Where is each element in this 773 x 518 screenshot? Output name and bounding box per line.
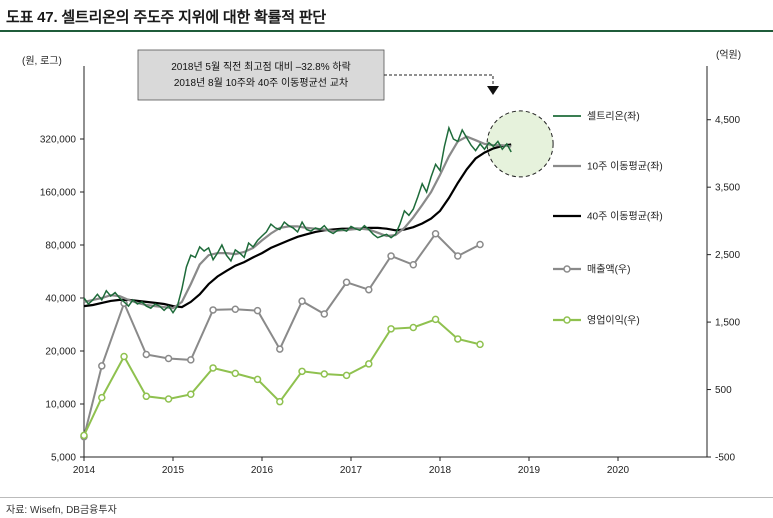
left-tick-label: 10,000 — [45, 400, 76, 411]
op-income-series-point — [187, 390, 195, 399]
x-tick-label: 2019 — [518, 465, 541, 476]
legend-label-revenue: 매출액(우) — [587, 264, 630, 276]
op-income-series-point — [320, 370, 329, 378]
footer-rule — [0, 497, 773, 498]
revenue-series-point — [187, 356, 195, 364]
legend-label-ma40: 40주 이동평균(좌) — [587, 211, 663, 223]
x-tick-label: 2016 — [251, 465, 274, 476]
op-income-series-point — [98, 393, 106, 402]
left-tick-label: 80,000 — [45, 241, 76, 252]
annotation: 2018년 5월 직전 최고점 대비 –32.8% 하락 2018년 8월 10… — [137, 49, 499, 101]
revenue-series-point — [431, 229, 440, 238]
op-income-series-point — [476, 340, 484, 349]
left-tick-label: 40,000 — [45, 294, 76, 305]
right-tick-label: 4,500 — [715, 115, 740, 126]
left-tick-label: 320,000 — [40, 135, 77, 146]
annotation-arrow-icon — [487, 86, 499, 95]
annotation-box — [137, 49, 385, 101]
op-income-series-point — [387, 325, 395, 333]
op-income-series-line — [83, 318, 481, 436]
legend-label-celltrion: 셀트리온(좌) — [587, 111, 640, 123]
revenue-series-point — [209, 306, 217, 314]
title-rule — [0, 30, 773, 32]
revenue-series-point — [342, 278, 351, 287]
revenue-series-point — [365, 285, 373, 294]
x-tick-label: 2020 — [607, 465, 630, 476]
left-axis-unit: (원, 로그) — [22, 55, 62, 67]
annotation-line2: 2018년 8월 10주와 40주 이동평균선 교차 — [174, 77, 348, 89]
revenue-series-point — [476, 240, 484, 249]
ma10-series-line — [83, 135, 512, 310]
x-tick-label: 2014 — [73, 465, 96, 476]
annotation-leader — [384, 74, 494, 86]
revenue-series-point — [298, 297, 306, 305]
right-tick-label: 3,500 — [715, 183, 740, 194]
right-tick-label: 1,500 — [715, 318, 740, 329]
x-tick-label: 2018 — [429, 465, 452, 476]
revenue-series-point — [142, 350, 151, 359]
revenue-series-point — [454, 252, 462, 260]
left-tick-label: 160,000 — [40, 188, 77, 199]
x-tick-label: 2015 — [162, 465, 185, 476]
right-tick-label: 2,500 — [715, 250, 740, 261]
page-title: 도표 47. 셀트리온의 주도주 지위에 대한 확률적 판단 — [6, 9, 327, 26]
right-axis-unit: (억원) — [716, 49, 741, 61]
revenue-series-point — [231, 305, 240, 314]
ma40-series-line — [83, 143, 512, 309]
revenue-series-point — [320, 310, 329, 318]
legend-marker-revenue — [563, 265, 571, 273]
op-income-series-point — [431, 315, 440, 324]
revenue-series-point — [253, 306, 262, 315]
left-tick-label: 20,000 — [45, 347, 76, 358]
celltrion-series-line — [83, 125, 512, 315]
op-income-series-point — [253, 375, 262, 384]
annotation-line1: 2018년 5월 직전 최고점 대비 –32.8% 하락 — [171, 60, 351, 73]
revenue-series-point — [409, 261, 418, 269]
op-income-series-point — [365, 360, 373, 368]
source-note: 자료: Wisefn, DB금융투자 — [6, 505, 117, 516]
op-income-series-point — [409, 323, 418, 332]
op-income-series-point — [342, 371, 351, 380]
legend-label-op_income: 영업이익(우) — [587, 314, 640, 327]
op-income-series-point — [142, 392, 151, 401]
revenue-series-point — [164, 354, 173, 363]
op-income-series-point — [164, 395, 173, 403]
plot-area: 5,000 10,000 20,000 40,000 80,000 160,000 320,… — [40, 66, 740, 476]
right-tick-label: -500 — [715, 453, 735, 464]
x-tick-label: 2017 — [340, 465, 363, 476]
revenue-series-line — [83, 232, 481, 438]
revenue-series-point — [98, 362, 106, 370]
op-income-series-point — [231, 369, 240, 378]
left-tick-label: 5,000 — [51, 453, 76, 464]
legend-label-ma10: 10주 이동평균(좌) — [587, 161, 663, 173]
legend: 셀트리온(좌) 10주 이동평균(좌) 40주 이동평균(좌) 매출액(우) 영업이익(… — [553, 111, 663, 327]
revenue-series-point — [276, 345, 284, 353]
op-income-series-point — [298, 367, 306, 376]
highlight-circle — [486, 110, 554, 178]
right-tick-label: 500 — [715, 385, 732, 396]
revenue-series-point — [387, 252, 395, 260]
op-income-series-point — [276, 397, 284, 406]
legend-marker-op_income — [563, 316, 571, 324]
op-income-series-point — [209, 364, 217, 372]
op-income-series-point — [454, 335, 462, 343]
op-income-series-point — [80, 431, 88, 440]
op-income-series-point — [120, 352, 128, 361]
